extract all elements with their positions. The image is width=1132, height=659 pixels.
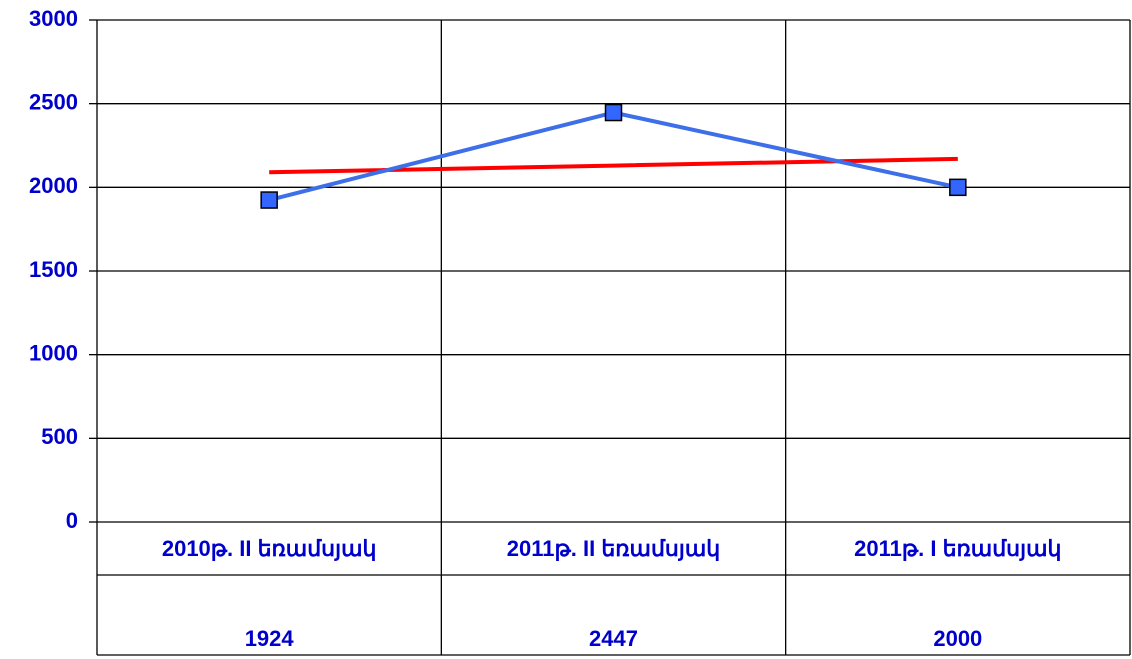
marker [949, 178, 967, 197]
y-tick-label: 1500 [29, 257, 78, 282]
marker [604, 103, 623, 122]
y-tick-label: 3000 [29, 6, 78, 31]
x-tick-label: 2010թ. II եռամսյակ [162, 536, 377, 561]
table-value: 2447 [589, 626, 638, 651]
y-tick-label: 2000 [29, 173, 78, 198]
x-tick-label: 2011թ. II եռամսյակ [507, 536, 720, 561]
y-tick-label: 1000 [29, 340, 78, 365]
y-tick-label: 2500 [29, 89, 78, 114]
table-value: 1924 [245, 626, 295, 651]
y-tick-label: 500 [41, 424, 78, 449]
y-tick-label: 0 [66, 508, 78, 533]
x-tick-label: 2011թ. I եռամսյակ [854, 536, 1061, 561]
marker [260, 191, 278, 209]
table-value: 2000 [933, 626, 982, 651]
